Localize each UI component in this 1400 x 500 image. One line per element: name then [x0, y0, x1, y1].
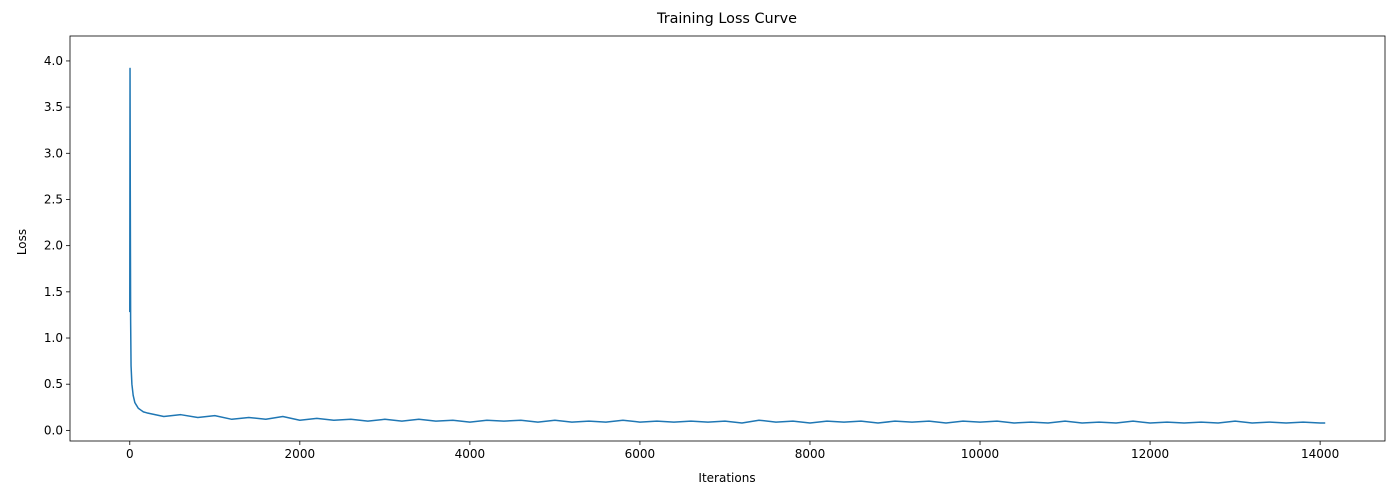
x-axis-label: Iterations: [698, 471, 755, 485]
y-tick-label: 3.0: [44, 146, 63, 160]
x-tick-label: 0: [126, 447, 134, 461]
x-tick-label: 12000: [1131, 447, 1169, 461]
y-tick-label: 2.0: [44, 239, 63, 253]
y-axis-label: Loss: [15, 229, 29, 255]
x-tick-label: 14000: [1301, 447, 1339, 461]
x-tick-label: 10000: [961, 447, 999, 461]
chart-title: Training Loss Curve: [656, 11, 797, 27]
y-tick-label: 1.5: [44, 285, 63, 299]
y-tick-label: 0.0: [44, 423, 63, 437]
y-tick-label: 0.5: [44, 377, 63, 391]
x-tick-label: 4000: [455, 447, 486, 461]
x-tick-label: 2000: [285, 447, 316, 461]
y-tick-label: 4.0: [44, 54, 63, 68]
y-tick-label: 3.5: [44, 100, 63, 114]
plot-frame: [69, 35, 1386, 442]
x-tick-label: 8000: [795, 447, 826, 461]
y-tick-label: 2.5: [44, 192, 63, 206]
x-tick-label: 6000: [625, 447, 656, 461]
loss-line: [129, 67, 1326, 424]
y-tick-label: 1.0: [44, 331, 63, 345]
